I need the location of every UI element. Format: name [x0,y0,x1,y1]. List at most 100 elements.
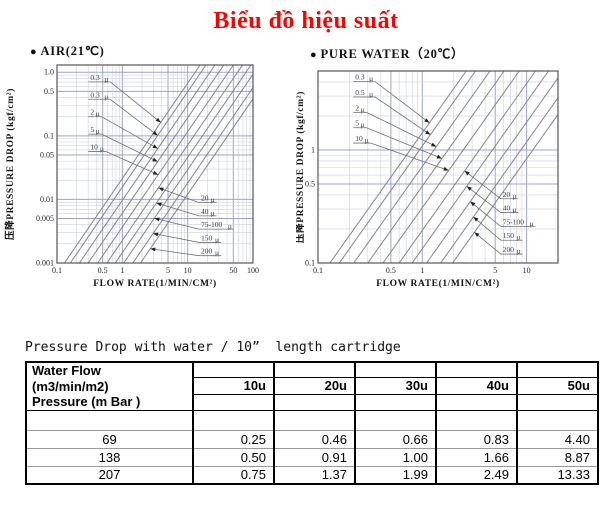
svg-text:0.01: 0.01 [40,195,54,204]
y-axis-title: 压降PRESSURE DROP (kgf/cm²) [296,91,306,243]
micron-header-cell: 40u [435,377,518,395]
mu-unit: μ [228,222,232,231]
y-axis-ticks: 1.0 0.5 0.1 0.05 0.01 0.005 0.001 [36,68,54,268]
curve-label: 10 [355,134,363,143]
mu-unit: μ [361,105,365,114]
bullet-icon: ● [30,46,38,58]
pressure-value-cell: 0.66 [354,430,437,449]
svg-text:0.001: 0.001 [36,259,54,268]
curve-label: 2 [355,103,359,112]
water-chart: 0.3 μ 0.5 μ 2 μ 5 μ 10 μ 20 μ 40 μ 75-100 μ 150 μ 200 μ 0.1 0… [296,40,612,302]
series-lines [64,64,254,264]
chart-title-water-text: PURE WATER（20℃） [320,47,465,61]
spacer-cell [354,410,437,431]
mu-unit: μ [361,120,365,129]
curve-label: 20 [201,194,209,203]
svg-text:1: 1 [120,266,124,275]
spacer-cell [516,410,599,431]
mu-unit: μ [369,74,373,83]
svg-text:0.05: 0.05 [40,150,54,159]
micron-header-cell: 10u [192,377,275,395]
svg-text:5: 5 [166,266,170,275]
spacer-cell [25,410,194,431]
mu-unit: μ [530,219,534,228]
water-flow-cell: 207 [25,466,194,484]
x-axis-title: FLOW RATE(1/MIN/CM²) [93,278,216,289]
header-empty-cell [273,362,356,379]
svg-text:50: 50 [229,266,237,275]
curve-label: 2 [90,108,94,117]
pressure-value-cell: 2.49 [435,466,518,484]
charts-row: 0.3 μ 0.3 μ 2 μ 5 μ 10 μ 20 μ 40 μ 75-100 μ 150 μ 200 μ 0.1 0… [0,40,612,302]
svg-text:0.5: 0.5 [44,87,54,96]
pressure-value-cell: 4.40 [516,430,599,449]
bullet-icon: ● [310,49,318,61]
table-header-col1: Water Flow (m3/min/m2) Pressure (m Bar ) [25,362,194,411]
pressure-value-cell: 1.99 [354,466,437,484]
chart-title-water: ● PURE WATER（20℃） [310,43,464,62]
mu-unit: μ [100,144,104,153]
curve-label: 200 [503,245,515,254]
header-line-0: Water Flow [32,363,101,378]
mu-unit: μ [215,248,219,257]
svg-text:100: 100 [247,266,259,275]
header-empty-cell [516,394,599,411]
header-empty-cell [435,394,518,411]
curve-label: 5 [90,125,94,134]
curve-label: 0.5 [355,88,365,97]
micron-header-cell: 30u [354,377,437,395]
header-empty-cell [192,394,275,411]
mu-unit: μ [517,247,521,256]
water-flow-cell: 138 [25,448,194,467]
mu-unit: μ [211,195,215,204]
svg-text:1: 1 [311,145,315,154]
header-empty-cell [354,394,437,411]
header-empty-cell [435,362,518,379]
svg-text:0.1: 0.1 [313,266,323,275]
svg-text:5: 5 [493,266,497,275]
plot-border [317,70,559,264]
mu-unit: μ [517,233,521,242]
svg-text:1: 1 [420,266,424,275]
micron-header-cell: 20u [273,377,356,395]
pressure-value-cell: 1.00 [354,448,437,467]
svg-text:1.0: 1.0 [44,68,54,77]
header-empty-cell [273,394,356,411]
mu-unit: μ [104,74,108,83]
svg-text:0.5: 0.5 [386,266,396,275]
pressure-value-cell: 1.37 [273,466,356,484]
table-section: Pressure Drop with water / 10” length ca… [25,340,612,485]
mu-unit: μ [365,136,369,145]
mu-unit: μ [96,109,100,118]
pressure-value-cell: 0.25 [192,430,275,449]
x-axis-ticks: 0.1 0.5 1 5 10 50 100 [52,266,259,275]
mu-unit: μ [369,90,373,99]
spacer-cell [192,410,275,431]
curve-label: 0.3 [90,73,100,82]
pressure-value-cell: 13.33 [516,466,599,484]
micron-header-cell: 50u [516,377,599,395]
svg-text:0.5: 0.5 [305,180,315,189]
mu-unit: μ [96,127,100,136]
header-empty-cell [192,362,275,379]
curve-label: 0.3 [355,73,365,82]
y-axis-ticks: 1 0.5 0.1 [305,145,315,267]
pressure-value-cell: 8.87 [516,448,599,467]
curve-label: 150 [201,233,213,242]
curve-label: 75-100 [503,217,524,226]
pressure-value-cell: 0.91 [273,448,356,467]
svg-text:0.1: 0.1 [305,259,315,268]
mu-unit: μ [104,92,108,101]
series-lines [329,70,559,264]
curve-label: 40 [503,204,511,213]
curve-label: 5 [355,119,359,128]
svg-text:10: 10 [184,266,192,275]
curve-label: 40 [201,207,209,216]
curve-label: 150 [503,231,515,240]
svg-text:0.5: 0.5 [98,266,108,275]
x-axis-ticks: 0.1 0.5 1 5 10 [313,266,531,275]
table-title: Pressure Drop with water / 10” length ca… [25,340,401,355]
curve-label: 0.3 [90,90,100,99]
svg-text:10: 10 [523,266,531,275]
